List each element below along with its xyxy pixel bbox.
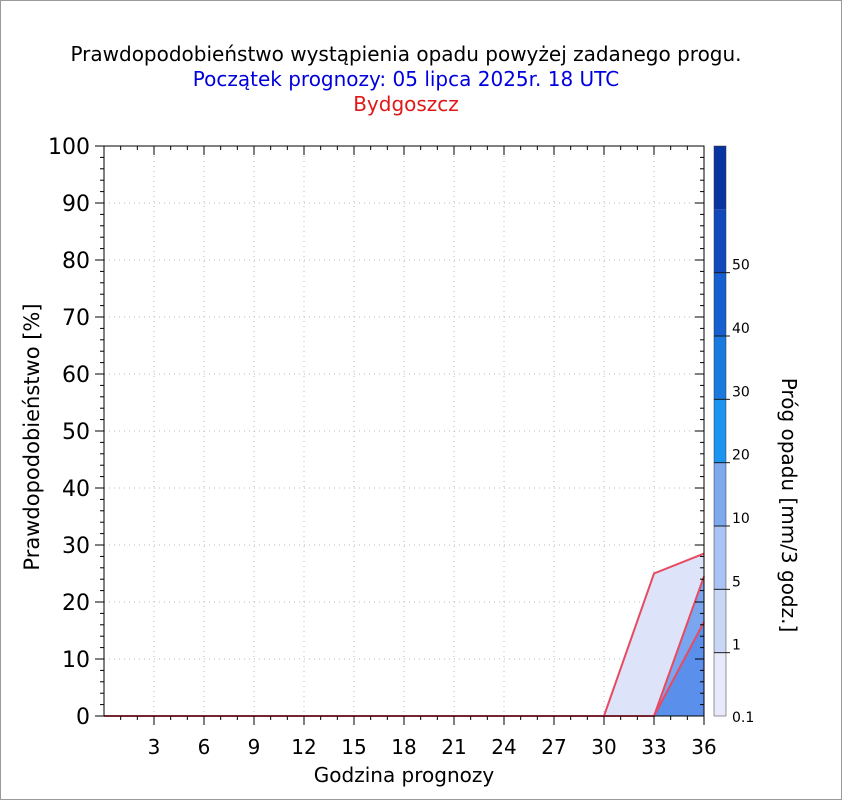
colorbar-band [714, 589, 726, 653]
colorbar-band [714, 209, 726, 273]
chart-title: Prawdopodobieństwo wystąpienia opadu pow… [70, 42, 742, 66]
colorbar-label: 30 [732, 384, 750, 400]
y-axis-label: Prawdopodobieństwo [%] [20, 303, 44, 570]
y-ticks [95, 145, 704, 717]
colorbar-band [714, 336, 726, 400]
x-tick-label: 36 [691, 735, 716, 759]
y-tick-label: 90 [62, 192, 90, 217]
x-tick-label: 21 [441, 735, 466, 759]
colorbar-band [714, 652, 726, 716]
colorbar-title: Próg opadu [mm/3 godz.] [777, 378, 801, 633]
y-tick-label: 20 [62, 591, 90, 616]
x-tick-label: 3 [148, 735, 161, 759]
x-ticks [120, 146, 705, 725]
y-tick-label: 100 [48, 135, 90, 160]
colorbar-border [713, 145, 727, 717]
y-tick-label: 30 [62, 534, 90, 559]
series-area-0-1 [104, 553, 704, 716]
x-tick-label: 18 [391, 735, 416, 759]
colorbar-band [714, 399, 726, 463]
colorbar-band [714, 146, 726, 210]
y-tick-label: 80 [62, 249, 90, 274]
colorbar-label: 40 [732, 321, 750, 337]
colorbar-label: 10 [732, 511, 750, 527]
y-tick-label: 10 [62, 648, 90, 673]
colorbar-band [714, 526, 726, 590]
location-name: Bydgoszcz [353, 92, 459, 116]
colorbar-label: 1 [732, 638, 741, 654]
colorbar-label: 5 [732, 574, 741, 590]
forecast-start: Początek prognozy: 05 lipca 2025r. 18 UT… [192, 67, 620, 91]
y-tick-label: 50 [62, 420, 90, 445]
x-tick-label: 33 [641, 735, 666, 759]
y-tick-label: 0 [76, 705, 90, 730]
grid [104, 146, 704, 716]
x-tick-label: 12 [291, 735, 316, 759]
colorbar-label: 20 [732, 448, 750, 464]
colorbar-band [714, 462, 726, 526]
x-tick-label: 6 [198, 735, 211, 759]
x-axis-label: Godzina prognozy [314, 763, 495, 787]
colorbar-label: 0.1 [732, 710, 754, 726]
x-tick-label: 15 [341, 735, 366, 759]
x-tick-label: 30 [591, 735, 616, 759]
x-tick-label: 27 [541, 735, 566, 759]
x-tick-label: 24 [491, 735, 516, 759]
colorbar-label: 50 [732, 258, 750, 274]
colorbar-band [714, 272, 726, 336]
y-tick-label: 70 [62, 306, 90, 331]
y-tick-label: 40 [62, 477, 90, 502]
y-tick-label: 60 [62, 363, 90, 388]
x-tick-label: 9 [248, 735, 261, 759]
